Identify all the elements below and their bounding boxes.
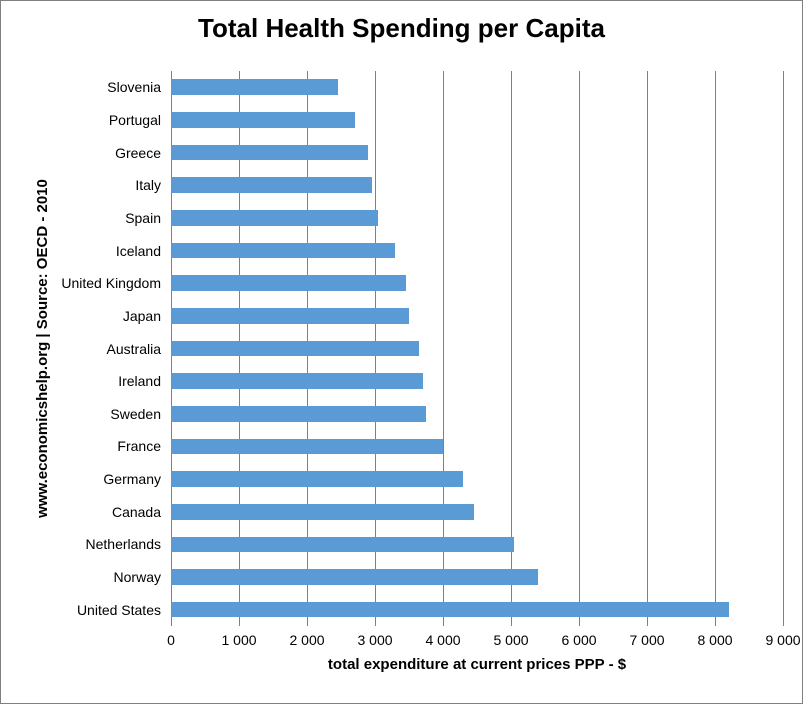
x-tick-label: 9 000 bbox=[765, 632, 800, 648]
y-tick-label: Portugal bbox=[109, 112, 161, 128]
y-tick-label: Germany bbox=[103, 471, 161, 487]
x-axis-title: total expenditure at current prices PPP … bbox=[171, 656, 783, 673]
bar bbox=[171, 537, 514, 553]
y-tick-label: Japan bbox=[123, 308, 161, 324]
bar bbox=[171, 569, 538, 585]
bar-row bbox=[171, 569, 538, 585]
y-tick-label: Netherlands bbox=[86, 536, 162, 552]
y-tick-label: Australia bbox=[107, 341, 161, 357]
gridline bbox=[579, 71, 580, 626]
bar bbox=[171, 243, 395, 259]
x-tick-label: 3 000 bbox=[357, 632, 392, 648]
bar-row bbox=[171, 504, 474, 520]
bar-row bbox=[171, 275, 406, 291]
x-tick-label: 7 000 bbox=[629, 632, 664, 648]
gridline bbox=[647, 71, 648, 626]
x-tick-label: 6 000 bbox=[561, 632, 596, 648]
y-axis-title: www.economicshelp.org | Source: OECD - 2… bbox=[34, 71, 51, 626]
bar-row bbox=[171, 308, 409, 324]
bar-row bbox=[171, 602, 729, 618]
bar bbox=[171, 210, 378, 226]
y-tick-label: Sweden bbox=[110, 406, 161, 422]
x-tick-label: 2 000 bbox=[289, 632, 324, 648]
bar bbox=[171, 341, 419, 357]
bar bbox=[171, 308, 409, 324]
plot-area: 01 0002 0003 0004 0005 0006 0007 0008 00… bbox=[171, 71, 783, 626]
y-tick-label: Ireland bbox=[118, 373, 161, 389]
x-tick-label: 0 bbox=[167, 632, 175, 648]
bar bbox=[171, 471, 463, 487]
bar bbox=[171, 439, 443, 455]
y-tick-label: Greece bbox=[115, 145, 161, 161]
bar-row bbox=[171, 341, 419, 357]
y-tick-label: Spain bbox=[125, 210, 161, 226]
y-tick-label: Italy bbox=[135, 177, 161, 193]
bar-row bbox=[171, 471, 463, 487]
y-tick-label: Norway bbox=[114, 569, 161, 585]
bar bbox=[171, 79, 338, 95]
bar bbox=[171, 602, 729, 618]
bar-row bbox=[171, 373, 423, 389]
bar-row bbox=[171, 210, 378, 226]
bar bbox=[171, 145, 368, 161]
bar-row bbox=[171, 145, 368, 161]
gridline bbox=[783, 71, 784, 626]
bar-row bbox=[171, 406, 426, 422]
bar bbox=[171, 112, 355, 128]
gridline bbox=[715, 71, 716, 626]
y-tick-label: United States bbox=[77, 602, 161, 618]
bar bbox=[171, 275, 406, 291]
bar bbox=[171, 406, 426, 422]
x-tick-label: 4 000 bbox=[425, 632, 460, 648]
y-tick-label: Iceland bbox=[116, 243, 161, 259]
bar bbox=[171, 177, 372, 193]
bar-row bbox=[171, 537, 514, 553]
bar-row bbox=[171, 439, 443, 455]
x-tick-label: 1 000 bbox=[221, 632, 256, 648]
bar-row bbox=[171, 112, 355, 128]
y-tick-label: United Kingdom bbox=[61, 275, 161, 291]
bar-row bbox=[171, 79, 338, 95]
chart-title: Total Health Spending per Capita bbox=[1, 13, 802, 44]
y-tick-label: Canada bbox=[112, 504, 161, 520]
y-tick-label: Slovenia bbox=[107, 79, 161, 95]
bar-row bbox=[171, 243, 395, 259]
chart-frame: Total Health Spending per Capita 01 0002… bbox=[0, 0, 803, 704]
x-tick-label: 8 000 bbox=[697, 632, 732, 648]
x-tick-label: 5 000 bbox=[493, 632, 528, 648]
bar-row bbox=[171, 177, 372, 193]
bar bbox=[171, 373, 423, 389]
bar bbox=[171, 504, 474, 520]
y-tick-label: France bbox=[117, 438, 161, 454]
